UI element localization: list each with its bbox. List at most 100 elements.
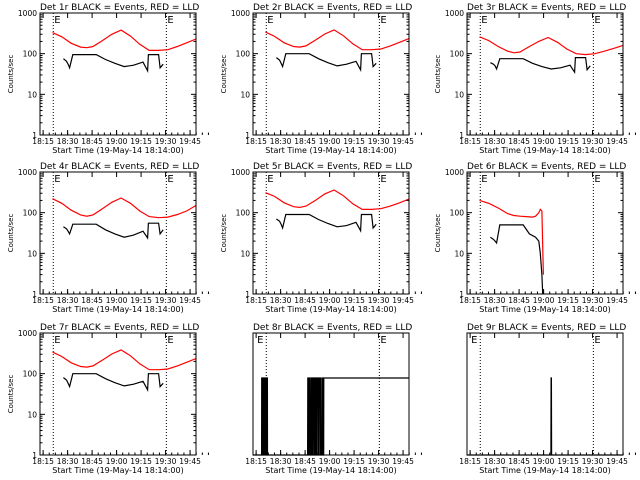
panel-1-marker-2: E [167,15,173,26]
panel-8-xtick-label-7: 19:45 [392,457,414,466]
panel-4-xtick-label-4: 19:00 [106,296,128,305]
panel-9-title: Det 9r BLACK = Events, RED = LLD [467,323,626,333]
panel-3-xtick-label-5: 19:15 [557,137,579,146]
panel-1-ytick-label-4: 1000 [18,9,37,18]
panel-8-xtick-label-4: 19:00 [319,457,341,466]
panel-7-ytick-label-2: 10 [27,410,37,419]
panel-6-ytick-label-2: 10 [454,249,464,258]
panel-1-ytick-label-2: 10 [27,90,37,99]
panel-8-marker-2: E [380,335,386,346]
panel-9-marker-2: E [594,335,600,346]
panel-2-frame [252,12,410,136]
panel-7-marker-2: E [167,335,173,346]
panel-5-xtick-label-3: 18:45 [294,296,316,305]
panel-7-xtick-label-3: 18:45 [81,457,103,466]
panel-3-xtick-label-4: 19:00 [533,137,555,146]
panel-3-marker-2: E [594,15,600,26]
panel-5-marker-1: E [267,174,273,185]
panel-2-ytick-label-3: 100 [236,50,251,59]
panel-6-xtick-label-6: 19:30 [582,296,604,305]
panel-1-xtick-label-3: 18:45 [81,137,103,146]
panel-5-xtick-label-2: 18:30 [270,296,292,305]
panel-1-xlabel: Start Time (19-May-14 18:14:00) [52,146,183,155]
panel-8-xtick-label-5: 19:15 [343,457,365,466]
panel-9-xtick-label-6: 19:30 [582,457,604,466]
panel-5-frame [252,171,410,295]
panel-5-xtick-label-1: 18:15 [245,296,267,305]
panel-3-xtick-label-7: 19:45 [606,137,628,146]
panel-5-ytick-label-2: 10 [240,249,250,258]
panel-6-xtick-label-3: 18:45 [508,296,530,305]
panel-5-marker-2: E [380,174,386,185]
panel-4-xtick-label-7: 19:45 [179,296,201,305]
panel-7-xtick-label-1: 18:15 [32,457,54,466]
panel-6-ylabel: Counts/sec [434,214,442,253]
panel-5-series-1 [265,189,410,210]
panel-9-xlabel: Start Time (19-May-14 18:14:00) [479,466,610,475]
panel-2-marker-2: E [380,15,386,26]
panel-7-xtick-label-7: 19:45 [179,457,201,466]
panel-7-ytick-label-4: 1000 [18,329,37,338]
panel-4-xlabel: Start Time (19-May-14 18:14:00) [52,305,183,314]
panel-7-ytick-label-1: 1 [32,451,37,460]
panel-8-xlabel: Start Time (19-May-14 18:14:00) [265,466,396,475]
panel-9-xtick-label-3: 18:45 [508,457,530,466]
panel-6-title: Det 6r BLACK = Events, RED = LLD [467,162,626,172]
panel-3-ytick-label-3: 100 [450,50,465,59]
panel-1-frame [39,12,197,136]
panel-8-xtick-label-1: 18:15 [245,457,267,466]
panel-1-xtick-label-5: 19:15 [130,137,152,146]
panel-5-ytick-label-4: 1000 [231,168,250,177]
panel-4-xtick-label-3: 18:45 [81,296,103,305]
panel-2-title: Det 2r BLACK = Events, RED = LLD [253,3,412,13]
panel-4-xtick-label-5: 19:15 [130,296,152,305]
panel-7-marker-1: E [54,335,60,346]
panel-4-frame [39,171,197,295]
panel-2-ytick-label-4: 1000 [231,9,250,18]
panel-8-series-1 [253,377,409,456]
panel-1-series-1 [52,29,197,52]
panel-6-xtick-label-5: 19:15 [557,296,579,305]
panel-2-xtick-label-1: 18:15 [245,137,267,146]
panel-5-ytick-label-1: 1 [245,290,250,299]
panel-6-xtick-label-2: 18:30 [484,296,506,305]
panel-5-series-2 [276,213,377,233]
panel-7-xtick-label-4: 19:00 [106,457,128,466]
panel-2-ytick-label-1: 1 [245,131,250,140]
panel-6-series-1 [479,199,544,275]
panel-9-xtick-label-1: 18:15 [459,457,481,466]
panel-2-marker-1: E [267,15,273,26]
panel-5-ytick-label-3: 100 [236,209,251,218]
panel-6-ytick-label-4: 1000 [445,168,464,177]
panel-3-ytick-label-4: 1000 [445,9,464,18]
panel-8-xtick-label-2: 18:30 [270,457,292,466]
panel-9-frame [466,332,624,456]
panel-3-series-2 [490,56,591,75]
panel-7-ytick-label-3: 100 [23,370,38,379]
panel-4-ylabel: Counts/sec [7,214,15,253]
panel-9-xtick-label-7: 19:45 [606,457,628,466]
panel-2-series-2 [276,53,377,72]
panel-4-marker-1: E [54,174,60,185]
panel-7-series-1 [52,349,197,371]
panel-6-ytick-label-3: 100 [450,209,465,218]
panel-7-frame [39,332,197,456]
panel-1-xtick-label-7: 19:45 [179,137,201,146]
panel-5-xlabel: Start Time (19-May-14 18:14:00) [265,305,396,314]
panel-2-xtick-label-4: 19:00 [319,137,341,146]
panel-2-xlabel: Start Time (19-May-14 18:14:00) [265,146,396,155]
panel-7-xtick-label-5: 19:15 [130,457,152,466]
panel-7-title: Det 7r BLACK = Events, RED = LLD [40,323,199,333]
panel-5-title: Det 5r BLACK = Events, RED = LLD [253,162,412,172]
panel-1-title: Det 1r BLACK = Events, RED = LLD [40,3,199,13]
panel-4-xtick-label-2: 18:30 [57,296,79,305]
panel-9-series-1 [467,377,623,456]
panel-6-marker-2: E [594,174,600,185]
